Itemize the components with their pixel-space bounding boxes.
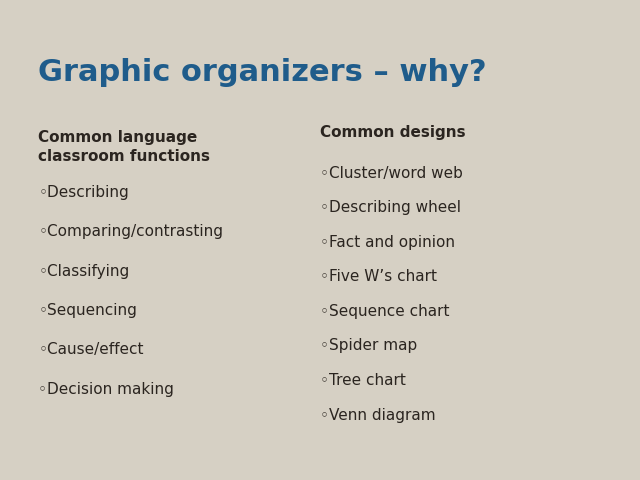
Text: ◦Tree chart: ◦Tree chart: [320, 373, 406, 388]
Text: Graphic organizers – why?: Graphic organizers – why?: [38, 58, 487, 86]
Text: ◦Classifying: ◦Classifying: [38, 264, 130, 278]
Text: ◦Describing: ◦Describing: [38, 185, 129, 200]
Text: ◦Five W’s chart: ◦Five W’s chart: [320, 269, 437, 284]
Text: ◦Comparing/contrasting: ◦Comparing/contrasting: [38, 224, 223, 239]
Text: ◦Describing wheel: ◦Describing wheel: [320, 200, 461, 215]
Text: Common language
classroom functions: Common language classroom functions: [38, 130, 211, 164]
Text: ◦Spider map: ◦Spider map: [320, 338, 417, 353]
Text: Common designs: Common designs: [320, 125, 466, 140]
Text: ◦Cluster/word web: ◦Cluster/word web: [320, 166, 463, 180]
Text: ◦Sequencing: ◦Sequencing: [38, 303, 137, 318]
Text: ◦Sequence chart: ◦Sequence chart: [320, 304, 449, 319]
Text: ◦Cause/effect: ◦Cause/effect: [38, 342, 144, 357]
Text: ◦Fact and opinion: ◦Fact and opinion: [320, 235, 455, 250]
Text: ◦Decision making: ◦Decision making: [38, 382, 174, 396]
Text: ◦Venn diagram: ◦Venn diagram: [320, 408, 436, 422]
